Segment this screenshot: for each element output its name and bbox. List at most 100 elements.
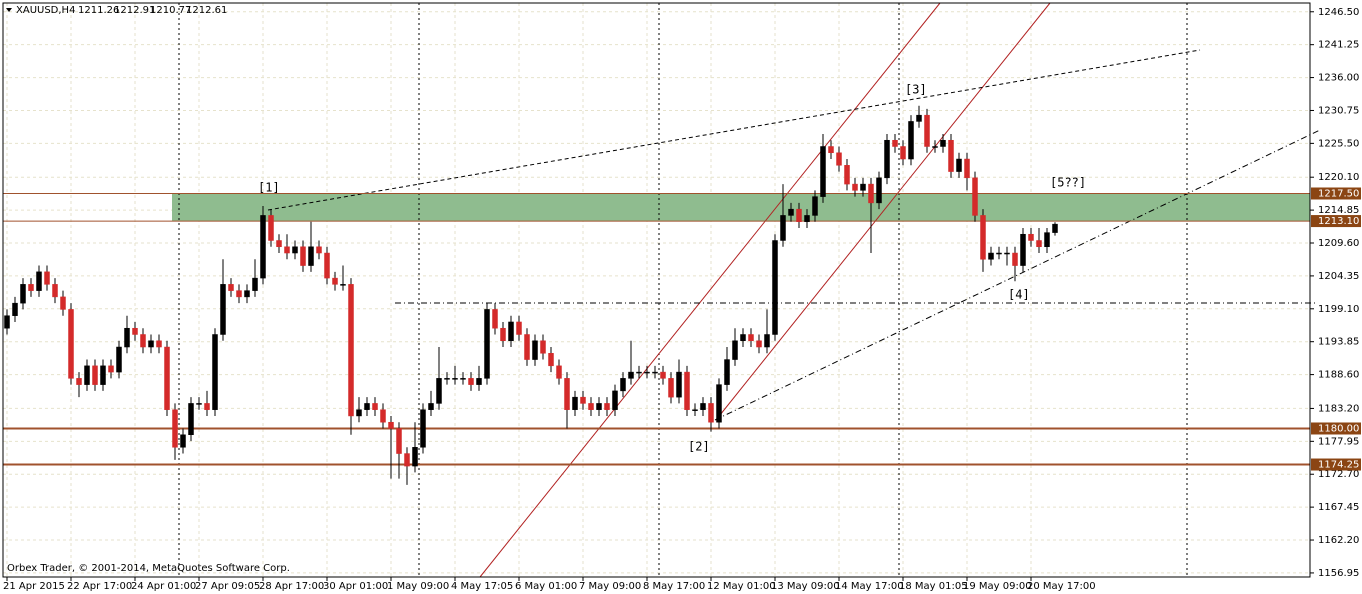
candle-body xyxy=(164,346,170,410)
candle-body xyxy=(244,290,250,298)
y-tick-label: 1183.20 xyxy=(1318,403,1359,414)
candle-body xyxy=(932,146,938,148)
candle-body xyxy=(332,277,338,285)
symbol: XAUUSD,H4 xyxy=(16,5,75,16)
levels xyxy=(3,192,1310,466)
y-tick-label: 1246.50 xyxy=(1318,7,1359,18)
candle-body xyxy=(52,284,58,298)
level-label: 1180.00 xyxy=(1318,423,1359,434)
candle-body xyxy=(180,434,186,448)
trend-lines xyxy=(267,2,1321,578)
y-tick-label: 1220.10 xyxy=(1318,172,1359,183)
candle-body xyxy=(380,409,386,423)
candle-body xyxy=(668,378,674,398)
candle-body xyxy=(980,215,986,260)
candle-body xyxy=(644,371,650,374)
x-tick-label: 19 May 09:00 xyxy=(963,581,1032,592)
candle-body xyxy=(628,371,634,379)
candle-body xyxy=(732,340,738,360)
candle-body xyxy=(156,340,162,348)
x-tick-label: 18 May 01:05 xyxy=(899,581,968,592)
candle-body xyxy=(660,371,666,379)
y-tick-label: 1172.70 xyxy=(1318,469,1359,480)
candle-body xyxy=(508,321,514,342)
y-tick-label: 1156.95 xyxy=(1318,568,1359,579)
x-tick-label: 20 May 17:00 xyxy=(1027,581,1096,592)
candle-body xyxy=(428,403,434,410)
annotation: [2] xyxy=(688,440,710,454)
candle-body xyxy=(108,365,114,373)
candle-body xyxy=(436,378,442,404)
annotation: [1] xyxy=(258,181,280,195)
candle-body xyxy=(212,334,218,410)
x-tick-label: 6 May 01:00 xyxy=(515,581,577,592)
candle-body xyxy=(868,183,874,204)
candle-body xyxy=(572,396,578,410)
candle-body xyxy=(412,447,418,467)
y-tick-label: 1241.25 xyxy=(1318,40,1359,51)
candle-body xyxy=(372,403,378,410)
copyright: Orbex Trader, © 2001-2014, MetaQuotes So… xyxy=(7,563,290,574)
candle-body xyxy=(356,409,362,417)
candle-body xyxy=(396,428,402,454)
x-tick-label: 24 Apr 01:00 xyxy=(131,581,196,592)
annotation: [4] xyxy=(1008,288,1030,302)
candle-body xyxy=(876,177,882,204)
y-tick-label: 1199.10 xyxy=(1318,304,1359,315)
candle-body xyxy=(348,284,354,417)
candle-body xyxy=(196,403,202,405)
x-tick-label: 1 May 09:00 xyxy=(387,581,449,592)
candle-body xyxy=(716,384,722,423)
y-tick-label: 1193.85 xyxy=(1318,337,1359,348)
x-tick-label: 21 Apr 2015 xyxy=(3,581,65,592)
candle-body xyxy=(420,409,426,448)
y-tick-label: 1204.35 xyxy=(1318,271,1359,282)
candle-body xyxy=(276,240,282,248)
candle-body xyxy=(724,359,730,385)
y-tick-label: 1236.00 xyxy=(1318,73,1359,84)
candle-body xyxy=(612,390,618,410)
candle-body xyxy=(116,346,122,373)
menu-arrow xyxy=(6,8,12,12)
candle-body xyxy=(804,215,810,222)
candle-body xyxy=(604,403,610,410)
y-tick-label: 1225.50 xyxy=(1318,138,1359,149)
candle-body xyxy=(860,183,866,191)
candle-body xyxy=(564,378,570,410)
level-label: 1217.50 xyxy=(1318,188,1359,199)
candle-body xyxy=(292,246,298,254)
trend-line xyxy=(267,49,1201,211)
candle-body xyxy=(60,296,66,310)
candle-body xyxy=(844,165,850,185)
candle-body xyxy=(460,378,466,380)
candle-body xyxy=(36,271,42,291)
last-close: 1212.61 xyxy=(186,5,227,16)
candle-body xyxy=(476,378,482,385)
candle-body xyxy=(516,321,522,335)
candle-body xyxy=(28,284,34,291)
candle-body xyxy=(204,403,210,410)
candle-body xyxy=(492,309,498,329)
channel-line xyxy=(715,2,1051,421)
candle-body xyxy=(148,340,154,348)
candle-body xyxy=(548,353,554,367)
x-tick-label: 28 Apr 17:00 xyxy=(259,581,324,592)
candle-body xyxy=(820,146,826,197)
candle-body xyxy=(756,340,762,348)
candle-body xyxy=(316,246,322,254)
candle-body xyxy=(84,365,90,385)
candle-body xyxy=(596,403,602,410)
candle-body xyxy=(652,371,658,374)
candle-body xyxy=(836,152,842,166)
y-tick-label: 1209.60 xyxy=(1318,238,1359,249)
level-label-box xyxy=(1311,458,1361,471)
candle-body xyxy=(132,327,138,335)
candle-body xyxy=(268,215,274,241)
candle-body xyxy=(1044,232,1050,248)
level-label: 1174.25 xyxy=(1318,460,1359,471)
candle-body xyxy=(812,196,818,216)
candle-body xyxy=(404,453,410,467)
candle-body xyxy=(540,340,546,354)
channel-line xyxy=(479,2,941,578)
